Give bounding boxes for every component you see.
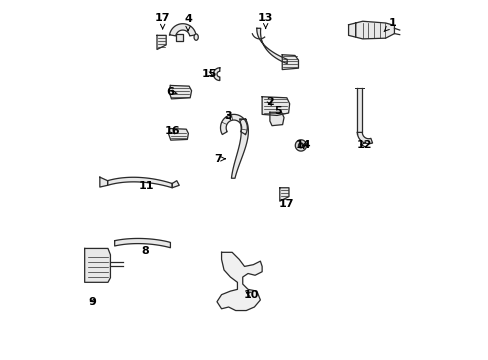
Text: 17: 17 xyxy=(155,13,170,29)
Polygon shape xyxy=(256,28,286,64)
Text: 12: 12 xyxy=(356,140,371,150)
Polygon shape xyxy=(107,177,172,188)
Text: 4: 4 xyxy=(184,14,192,31)
Polygon shape xyxy=(220,114,247,135)
Polygon shape xyxy=(279,188,288,201)
Text: 1: 1 xyxy=(383,18,396,32)
Polygon shape xyxy=(355,21,394,39)
Polygon shape xyxy=(217,252,262,311)
Polygon shape xyxy=(282,55,298,69)
Polygon shape xyxy=(176,33,183,41)
Polygon shape xyxy=(357,88,362,134)
Polygon shape xyxy=(157,35,166,49)
Polygon shape xyxy=(100,177,107,187)
Text: 7: 7 xyxy=(214,154,224,164)
Text: 11: 11 xyxy=(139,181,154,192)
Text: 10: 10 xyxy=(244,290,259,300)
Polygon shape xyxy=(169,24,196,36)
Polygon shape xyxy=(213,68,219,81)
Polygon shape xyxy=(172,181,179,188)
Text: 16: 16 xyxy=(164,126,180,136)
Text: 13: 13 xyxy=(258,13,273,28)
Polygon shape xyxy=(168,129,188,140)
Text: 6: 6 xyxy=(166,87,177,97)
Ellipse shape xyxy=(194,34,198,40)
Text: 8: 8 xyxy=(141,246,148,256)
Polygon shape xyxy=(298,143,303,148)
Text: 14: 14 xyxy=(295,140,311,150)
Text: 5: 5 xyxy=(273,106,281,116)
Polygon shape xyxy=(348,23,355,37)
Polygon shape xyxy=(357,132,372,144)
Text: 9: 9 xyxy=(89,297,97,307)
Polygon shape xyxy=(262,97,289,116)
Polygon shape xyxy=(169,85,191,99)
Polygon shape xyxy=(114,238,170,248)
Polygon shape xyxy=(269,112,284,126)
Polygon shape xyxy=(295,140,306,151)
Text: 15: 15 xyxy=(201,69,217,79)
Text: 2: 2 xyxy=(265,98,273,107)
Text: 17: 17 xyxy=(278,199,293,209)
Text: 3: 3 xyxy=(224,112,232,121)
Polygon shape xyxy=(231,119,248,178)
Polygon shape xyxy=(84,248,110,282)
